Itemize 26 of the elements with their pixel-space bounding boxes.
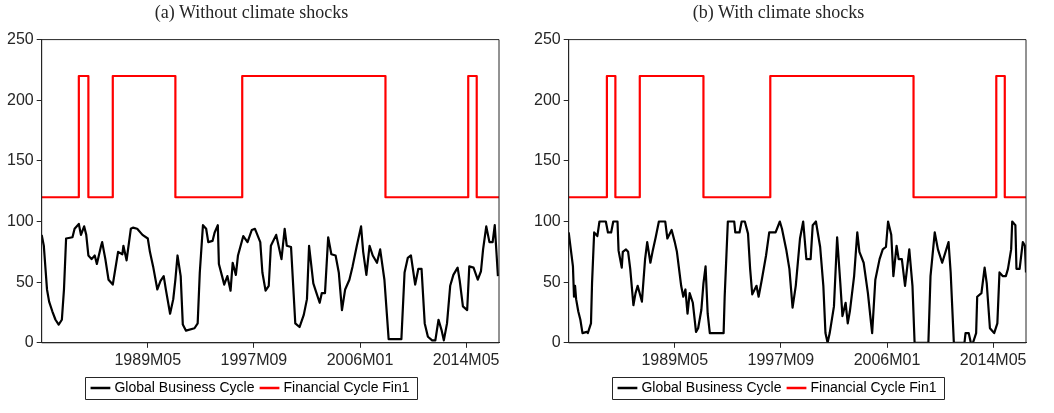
x-tick-label: 1997M09 (747, 350, 815, 368)
x-tick-label: 2014M05 (432, 350, 500, 368)
y-tick-label: 50 (15, 272, 34, 290)
y-tick-label: 200 (533, 90, 561, 108)
x-tick-label: 2006M01 (853, 350, 921, 368)
legend-label: Global Business Cycle (641, 378, 782, 395)
y-tick-label: 100 (6, 211, 34, 229)
y-tick-label: 200 (6, 90, 34, 108)
x-tick-label: 2014M05 (959, 350, 1027, 368)
y-tick-label: 0 (24, 333, 34, 351)
y-tick-label: 100 (533, 211, 561, 229)
y-tick-label: 0 (551, 333, 561, 351)
legend-label: Global Business Cycle (114, 378, 255, 395)
y-tick-label: 150 (533, 151, 561, 169)
x-tick-label: 1989M05 (114, 350, 182, 368)
legend-label: Financial Cycle Fin1 (283, 378, 410, 395)
y-tick-label: 150 (6, 151, 34, 169)
legend-label: Financial Cycle Fin1 (810, 378, 937, 395)
chart-title: (b) With climate shocks (692, 1, 865, 23)
chart-title: (a) Without climate shocks (154, 1, 349, 23)
x-tick-label: 1989M05 (641, 350, 709, 368)
y-tick-label: 250 (6, 30, 34, 48)
y-tick-label: 250 (533, 30, 561, 48)
x-tick-label: 2006M01 (326, 350, 394, 368)
x-tick-label: 1997M09 (220, 350, 288, 368)
y-tick-label: 50 (542, 272, 561, 290)
